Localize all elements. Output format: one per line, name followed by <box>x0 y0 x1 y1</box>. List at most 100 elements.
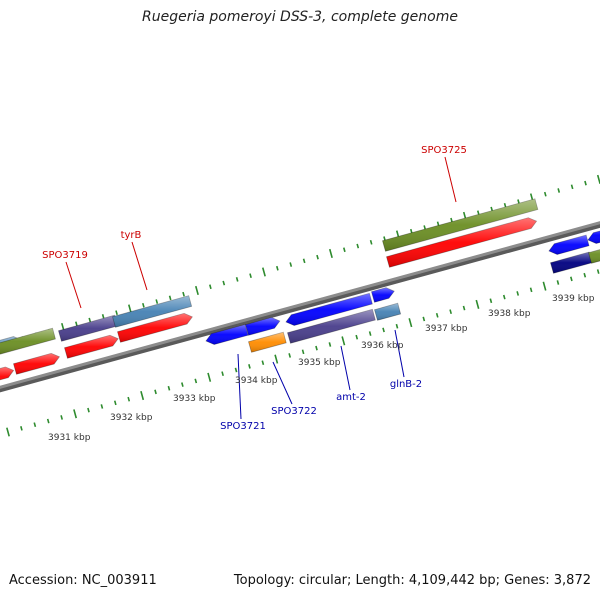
gene-spo3725[interactable] <box>386 217 538 268</box>
scale-tick <box>222 280 226 286</box>
gene-amt-2-upper[interactable] <box>285 292 373 326</box>
label-tyrb[interactable]: tyrB <box>121 230 142 241</box>
scale-tick <box>274 354 279 364</box>
scale-tick <box>435 312 439 318</box>
gene-right-navy[interactable] <box>550 251 593 274</box>
scale-label: 3937 kbp <box>425 324 468 334</box>
genome-stats-label: Topology: circular; Length: 4,109,442 bp… <box>233 573 591 588</box>
scale-label: 3939 kbp <box>552 294 595 304</box>
scale-tick <box>529 287 533 293</box>
gene-glnb-2[interactable] <box>374 302 402 321</box>
gene-tyrb[interactable] <box>112 295 193 328</box>
scale-tick <box>73 409 78 419</box>
label-amt-2[interactable]: amt-2 <box>336 392 366 403</box>
label-spo3722-leader <box>272 361 293 405</box>
scale-tick <box>182 291 185 297</box>
scale-tick <box>207 372 212 382</box>
gene-left-red-3[interactable] <box>64 334 119 359</box>
label-spo3719-leader <box>65 261 82 309</box>
scale-tick <box>127 396 131 402</box>
label-tyrb-leader <box>131 241 148 291</box>
scale-tick <box>142 302 145 308</box>
gene-amt-2[interactable] <box>287 308 376 344</box>
scale-tick <box>342 247 346 253</box>
label-spo3722[interactable]: SPO3722 <box>271 406 317 417</box>
gene-left-olive[interactable] <box>0 327 56 355</box>
scale-tick <box>46 418 50 424</box>
gene-right-navy-shine <box>550 252 592 274</box>
scale-tick <box>409 228 413 234</box>
gene-amt-2-upper-shine <box>286 293 373 326</box>
scale-tick <box>328 248 333 258</box>
scale-tick <box>328 342 332 347</box>
scale-tick <box>475 299 480 309</box>
gene-left-red-4[interactable] <box>117 312 193 343</box>
scale-tick <box>168 295 172 301</box>
scale-tick <box>154 389 157 395</box>
scale-tick <box>115 310 118 316</box>
scale-tick <box>584 180 587 186</box>
scale-tick <box>368 331 372 336</box>
gene-right-blue-1[interactable] <box>548 234 590 255</box>
scale-tick <box>355 334 359 340</box>
scale-tick <box>341 336 346 346</box>
label-leader-lines <box>65 156 457 420</box>
label-spo3721-leader <box>237 353 242 420</box>
gene-mid-blue[interactable] <box>245 317 281 336</box>
gene-spo3721-shine <box>206 324 248 345</box>
scale-label: 3936 kbp <box>361 341 404 351</box>
gene-left-olive-shine <box>0 328 56 355</box>
gene-right-blue-2[interactable] <box>587 227 600 244</box>
gene-left-red-1-shine <box>0 367 14 380</box>
label-spo3725[interactable]: SPO3725 <box>421 145 467 156</box>
scale-tick <box>261 267 266 277</box>
scale-label: 3938 kbp <box>488 309 531 319</box>
gene-tyrb-neighbour-shine <box>58 315 118 342</box>
scale-tick <box>382 327 385 333</box>
label-spo3725-leader <box>444 156 457 203</box>
gene-spo3721[interactable] <box>205 324 249 345</box>
scale-tick <box>20 426 23 431</box>
gene-left-red-2[interactable] <box>13 352 61 375</box>
scale-tick <box>450 217 453 223</box>
label-glnb-2[interactable]: glnB-2 <box>390 379 422 390</box>
scale-tick <box>543 191 547 197</box>
scale-tick <box>113 400 117 406</box>
scale-tick <box>289 262 293 267</box>
label-spo3721[interactable]: SPO3721 <box>220 421 266 432</box>
scale-tick <box>316 254 319 260</box>
gene-right-olive[interactable] <box>588 245 600 264</box>
scale-tick <box>60 415 64 420</box>
gene-amt-2-shine <box>287 309 376 344</box>
scale-tick <box>556 280 560 285</box>
genome-backbone <box>0 221 600 393</box>
gene-left-red-3-shine <box>64 335 119 359</box>
gene-spo3722[interactable] <box>248 331 287 353</box>
scale-tick <box>369 240 373 245</box>
scale-tick <box>101 314 105 319</box>
scale-ticks <box>6 174 600 437</box>
gene-mid-right-blue[interactable] <box>371 287 395 303</box>
scale-tick <box>315 345 318 351</box>
gene-spo3725-upper[interactable] <box>382 198 539 252</box>
scale-tick <box>449 309 452 315</box>
scale-label: 3935 kbp <box>298 358 341 368</box>
gene-right-blue-1-shine <box>549 235 589 255</box>
scale-tick <box>557 188 561 193</box>
scale-tick <box>490 206 494 212</box>
scale-tick <box>516 291 520 296</box>
scale-label: 3933 kbp <box>173 394 216 404</box>
scale-tick <box>33 422 37 428</box>
scale-tick <box>503 202 507 208</box>
backbone-shadow <box>0 221 600 393</box>
label-spo3719[interactable]: SPO3719 <box>42 250 88 261</box>
gene-mid-blue-shine <box>245 317 280 336</box>
scale-tick <box>476 210 480 216</box>
gene-tyrb-shine <box>112 295 192 328</box>
gene-right-olive-shine <box>588 249 600 264</box>
scale-tick <box>301 349 305 355</box>
scale-tick <box>87 407 90 413</box>
map-labels: 3931 kbp 3932 kbp 3933 kbp 3934 kbp 3935 kbp… <box>42 145 595 443</box>
gene-left-red-1[interactable] <box>0 366 15 386</box>
